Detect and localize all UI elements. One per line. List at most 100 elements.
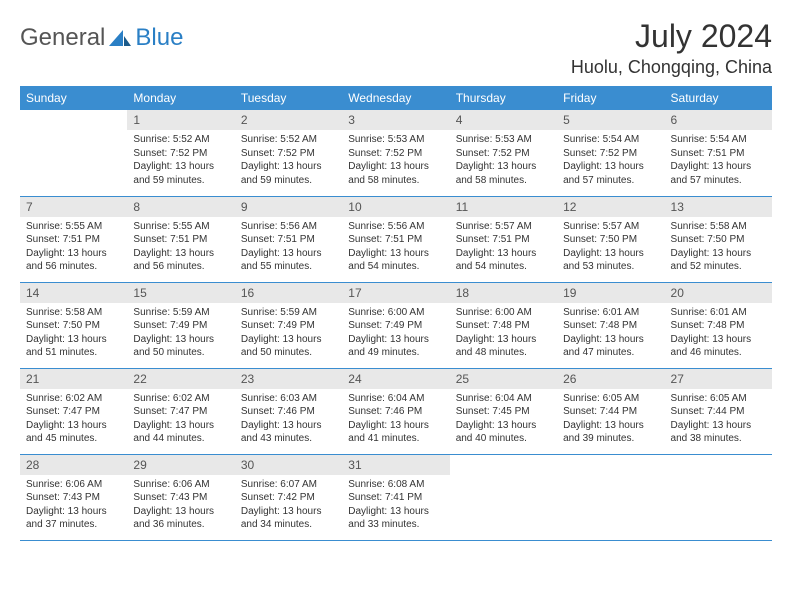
sunset-line: Sunset: 7:46 PM [241, 405, 336, 419]
day-number: 30 [235, 455, 342, 475]
calendar-cell: 19Sunrise: 6:01 AMSunset: 7:48 PMDayligh… [557, 282, 664, 368]
title-block: July 2024 Huolu, Chongqing, China [571, 18, 772, 78]
sunrise-line: Sunrise: 6:04 AM [456, 392, 551, 406]
logo: General Blue [20, 18, 183, 52]
day-number: 16 [235, 283, 342, 303]
daylight-line: Daylight: 13 hours and 40 minutes. [456, 419, 551, 446]
day-info: Sunrise: 5:56 AMSunset: 7:51 PMDaylight:… [235, 217, 342, 278]
location-text: Huolu, Chongqing, China [571, 57, 772, 78]
calendar-cell: 18Sunrise: 6:00 AMSunset: 7:48 PMDayligh… [450, 282, 557, 368]
calendar-cell: 15Sunrise: 5:59 AMSunset: 7:49 PMDayligh… [127, 282, 234, 368]
sunset-line: Sunset: 7:42 PM [241, 491, 336, 505]
sunset-line: Sunset: 7:51 PM [26, 233, 121, 247]
calendar-cell: 24Sunrise: 6:04 AMSunset: 7:46 PMDayligh… [342, 368, 449, 454]
daylight-line: Daylight: 13 hours and 54 minutes. [348, 247, 443, 274]
day-number: 6 [665, 110, 772, 130]
daylight-line: Daylight: 13 hours and 53 minutes. [563, 247, 658, 274]
daylight-line: Daylight: 13 hours and 59 minutes. [241, 160, 336, 187]
dayname-header: Friday [557, 86, 664, 110]
sunset-line: Sunset: 7:50 PM [563, 233, 658, 247]
daylight-line: Daylight: 13 hours and 56 minutes. [26, 247, 121, 274]
day-number: 5 [557, 110, 664, 130]
sunrise-line: Sunrise: 6:05 AM [563, 392, 658, 406]
calendar-cell: 21Sunrise: 6:02 AMSunset: 7:47 PMDayligh… [20, 368, 127, 454]
sunrise-line: Sunrise: 6:01 AM [563, 306, 658, 320]
daylight-line: Daylight: 13 hours and 38 minutes. [671, 419, 766, 446]
sunset-line: Sunset: 7:51 PM [671, 147, 766, 161]
day-info: Sunrise: 5:54 AMSunset: 7:51 PMDaylight:… [665, 130, 772, 191]
sunset-line: Sunset: 7:52 PM [456, 147, 551, 161]
day-info: Sunrise: 6:02 AMSunset: 7:47 PMDaylight:… [127, 389, 234, 450]
day-info: Sunrise: 5:53 AMSunset: 7:52 PMDaylight:… [450, 130, 557, 191]
day-info: Sunrise: 6:07 AMSunset: 7:42 PMDaylight:… [235, 475, 342, 536]
calendar-cell: 13Sunrise: 5:58 AMSunset: 7:50 PMDayligh… [665, 196, 772, 282]
day-number: 22 [127, 369, 234, 389]
daylight-line: Daylight: 13 hours and 33 minutes. [348, 505, 443, 532]
calendar-cell [20, 110, 127, 196]
sunrise-line: Sunrise: 6:06 AM [133, 478, 228, 492]
sunset-line: Sunset: 7:49 PM [241, 319, 336, 333]
sunrise-line: Sunrise: 6:02 AM [26, 392, 121, 406]
day-number: 19 [557, 283, 664, 303]
daylight-line: Daylight: 13 hours and 39 minutes. [563, 419, 658, 446]
calendar-cell: 9Sunrise: 5:56 AMSunset: 7:51 PMDaylight… [235, 196, 342, 282]
sunrise-line: Sunrise: 5:55 AM [133, 220, 228, 234]
calendar-cell: 28Sunrise: 6:06 AMSunset: 7:43 PMDayligh… [20, 454, 127, 540]
daylight-line: Daylight: 13 hours and 36 minutes. [133, 505, 228, 532]
sunrise-line: Sunrise: 6:01 AM [671, 306, 766, 320]
sunrise-line: Sunrise: 5:59 AM [133, 306, 228, 320]
sunset-line: Sunset: 7:47 PM [26, 405, 121, 419]
daylight-line: Daylight: 13 hours and 43 minutes. [241, 419, 336, 446]
sunrise-line: Sunrise: 6:00 AM [348, 306, 443, 320]
calendar-cell: 1Sunrise: 5:52 AMSunset: 7:52 PMDaylight… [127, 110, 234, 196]
calendar-cell [665, 454, 772, 540]
calendar-week-row: 1 Sunrise: 5:52 AM Sunset: 7:52 PM Daylight… [20, 110, 772, 196]
calendar-week-row: 7Sunrise: 5:55 AMSunset: 7:51 PMDaylight… [20, 196, 772, 282]
dayname-header: Wednesday [342, 86, 449, 110]
daylight-line: Daylight: 13 hours and 47 minutes. [563, 333, 658, 360]
daylight-line: Daylight: 13 hours and 57 minutes. [671, 160, 766, 187]
daylight-line: Daylight: 13 hours and 50 minutes. [241, 333, 336, 360]
day-number: 7 [20, 197, 127, 217]
calendar-cell: 31Sunrise: 6:08 AMSunset: 7:41 PMDayligh… [342, 454, 449, 540]
sunset-line: Sunset: 7:52 PM [133, 147, 228, 161]
day-info: Sunrise: 5:57 AMSunset: 7:51 PMDaylight:… [450, 217, 557, 278]
sunrise-line: Sunrise: 5:56 AM [348, 220, 443, 234]
day-info: Sunrise: 6:03 AMSunset: 7:46 PMDaylight:… [235, 389, 342, 450]
sunrise-line: Sunrise: 5:54 AM [671, 133, 766, 147]
day-info: Sunrise: 6:06 AMSunset: 7:43 PMDaylight:… [20, 475, 127, 536]
calendar-cell: 25Sunrise: 6:04 AMSunset: 7:45 PMDayligh… [450, 368, 557, 454]
dayname-header: Saturday [665, 86, 772, 110]
calendar-cell [557, 454, 664, 540]
daylight-line: Daylight: 13 hours and 49 minutes. [348, 333, 443, 360]
sunrise-line: Sunrise: 5:59 AM [241, 306, 336, 320]
day-number: 1 [127, 110, 234, 130]
daylight-line: Daylight: 13 hours and 41 minutes. [348, 419, 443, 446]
sunset-line: Sunset: 7:48 PM [456, 319, 551, 333]
daylight-line: Daylight: 13 hours and 44 minutes. [133, 419, 228, 446]
sunrise-line: Sunrise: 6:00 AM [456, 306, 551, 320]
day-info: Sunrise: 5:55 AMSunset: 7:51 PMDaylight:… [127, 217, 234, 278]
sunrise-line: Sunrise: 5:55 AM [26, 220, 121, 234]
logo-text-blue: Blue [135, 24, 183, 52]
day-number: 26 [557, 369, 664, 389]
sunrise-line: Sunrise: 5:57 AM [456, 220, 551, 234]
day-info: Sunrise: 6:00 AMSunset: 7:49 PMDaylight:… [342, 303, 449, 364]
sunrise-line: Sunrise: 5:57 AM [563, 220, 658, 234]
daylight-line: Daylight: 13 hours and 52 minutes. [671, 247, 766, 274]
dayname-header: Thursday [450, 86, 557, 110]
calendar-cell: 4Sunrise: 5:53 AMSunset: 7:52 PMDaylight… [450, 110, 557, 196]
sunset-line: Sunset: 7:44 PM [671, 405, 766, 419]
day-info: Sunrise: 6:02 AMSunset: 7:47 PMDaylight:… [20, 389, 127, 450]
dayname-header: Sunday [20, 86, 127, 110]
sunset-line: Sunset: 7:49 PM [133, 319, 228, 333]
sunset-line: Sunset: 7:43 PM [133, 491, 228, 505]
month-title: July 2024 [571, 18, 772, 55]
day-number: 31 [342, 455, 449, 475]
calendar-cell: 7 Sunrise: 5:55 AMSunset: 7:51 PMDaylight… [20, 196, 127, 282]
daylight-line: Daylight: 13 hours and 55 minutes. [241, 247, 336, 274]
sunset-line: Sunset: 7:51 PM [133, 233, 228, 247]
sunrise-line: Sunrise: 5:52 AM [241, 133, 336, 147]
sunrise-line: Sunrise: 6:02 AM [133, 392, 228, 406]
calendar-cell: 14Sunrise: 5:58 AMSunset: 7:50 PMDayligh… [20, 282, 127, 368]
